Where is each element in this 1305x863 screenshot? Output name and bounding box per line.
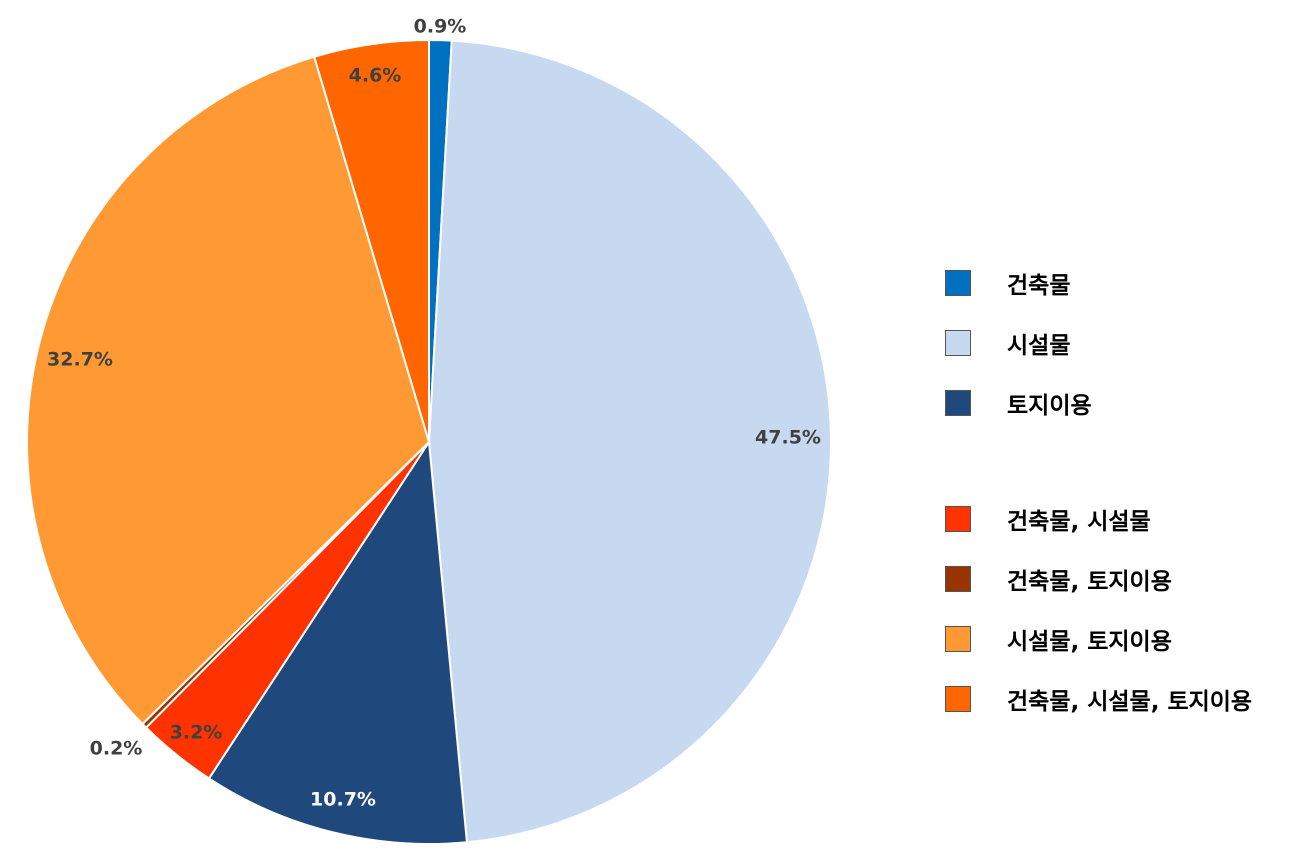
legend-swatch <box>945 566 971 592</box>
legend-label: 건축물 <box>1007 273 1071 299</box>
legend-label: 토지이용 <box>1007 393 1092 419</box>
slice-data-label: 47.5% <box>755 427 821 449</box>
slice-data-label: 0.2% <box>90 738 143 760</box>
slice-data-label: 0.9% <box>414 16 467 38</box>
slice-data-label: 32.7% <box>47 349 113 371</box>
pie-slice <box>312 38 430 443</box>
legend-swatch <box>945 686 971 712</box>
legend-label: 시설물, 토지이용 <box>1007 629 1172 655</box>
legend-label: 시설물 <box>1007 333 1071 359</box>
slice-data-label: 10.7% <box>310 789 376 811</box>
legend-item-building-facility: 건축물, 시설물 <box>945 504 1151 535</box>
legend-item-building-land-use: 건축물, 토지이용 <box>945 564 1172 595</box>
pie-slice <box>207 439 468 845</box>
legend-swatch <box>945 270 971 296</box>
legend-swatch <box>945 390 971 416</box>
legend-label: 건축물, 시설물 <box>1007 509 1151 535</box>
legend-swatch <box>945 506 971 532</box>
legend-label: 건축물, 토지이용 <box>1007 569 1172 595</box>
legend-swatch <box>945 330 971 356</box>
legend-item-facility-land-use: 시설물, 토지이용 <box>945 624 1172 655</box>
legend-item-all-three: 건축물, 시설물, 토지이용 <box>945 684 1253 715</box>
pie-slice <box>26 55 431 726</box>
legend-label: 건축물, 시설물, 토지이용 <box>1007 689 1253 715</box>
legend-item-facility: 시설물 <box>945 328 1071 359</box>
slice-data-label: 4.6% <box>349 65 402 87</box>
pie-slice <box>427 39 832 844</box>
legend-item-land-use: 토지이용 <box>945 388 1092 419</box>
slice-data-label: 3.2% <box>170 722 223 744</box>
legend-item-building: 건축물 <box>945 268 1071 299</box>
legend-swatch <box>945 626 971 652</box>
